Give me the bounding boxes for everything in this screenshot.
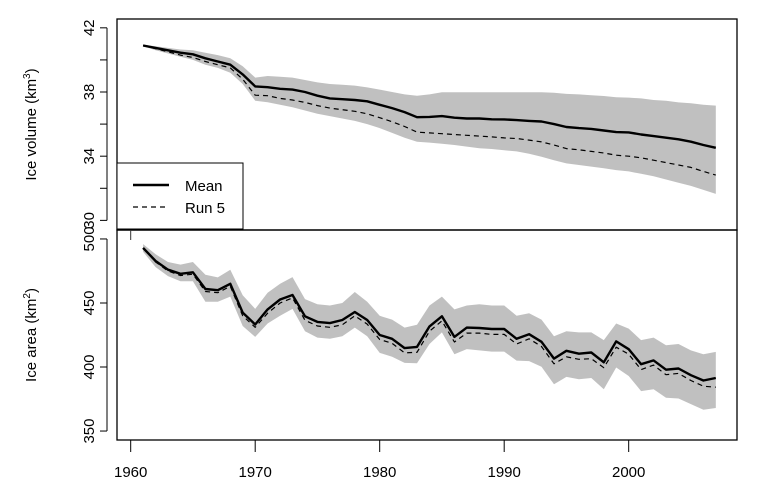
ice-area-y-axis: 350 400 450 500 <box>81 226 108 444</box>
ice-volume-lines-layer <box>142 44 717 176</box>
x-tick-label: 1990 <box>488 464 521 481</box>
ice-volume-ensemble-band <box>143 44 716 194</box>
ice-volume-mean-line <box>142 44 717 149</box>
x-tick-label: 1960 <box>114 464 147 481</box>
legend: Mean Run 5 <box>116 162 244 230</box>
x-tick-label: 1980 <box>363 464 396 481</box>
x-axis: 1960 1970 1980 1990 2000 <box>114 230 645 481</box>
y-tick-label: 38 <box>81 84 98 101</box>
ice-area-y-axis-title: Ice area (km2) <box>22 288 40 382</box>
ice-area-panel: 350 400 450 500 1960 1970 1980 1990 2000 Ice ar… <box>22 226 738 481</box>
ice-volume-y-axis-title: Ice volume (km3) <box>22 68 40 180</box>
ice-volume-band-layer <box>143 44 716 194</box>
legend-box <box>116 162 244 230</box>
y-tick-label: 500 <box>81 226 98 251</box>
ice-volume-y-axis: 30 34 38 42 <box>81 19 108 229</box>
y-tick-label: 400 <box>81 354 98 379</box>
y-tick-label: 350 <box>81 419 98 444</box>
y-tick-label: 450 <box>81 290 98 315</box>
ice-volume-run5-line <box>142 44 716 176</box>
x-tick-label: 2000 <box>612 464 645 481</box>
ice-area-mean-line <box>142 247 717 382</box>
x-tick-label: 1970 <box>239 464 272 481</box>
ice-volume-panel: 30 34 38 42 Ice volume (km3) Mean Run 5 <box>22 18 738 231</box>
y-tick-label: 42 <box>81 19 98 36</box>
legend-mean-label: Mean <box>185 178 223 195</box>
y-tick-label: 34 <box>81 148 98 165</box>
ice-area-lines-layer <box>142 247 717 388</box>
y-tick-label: 30 <box>81 212 98 229</box>
legend-run5-label: Run 5 <box>185 200 225 217</box>
